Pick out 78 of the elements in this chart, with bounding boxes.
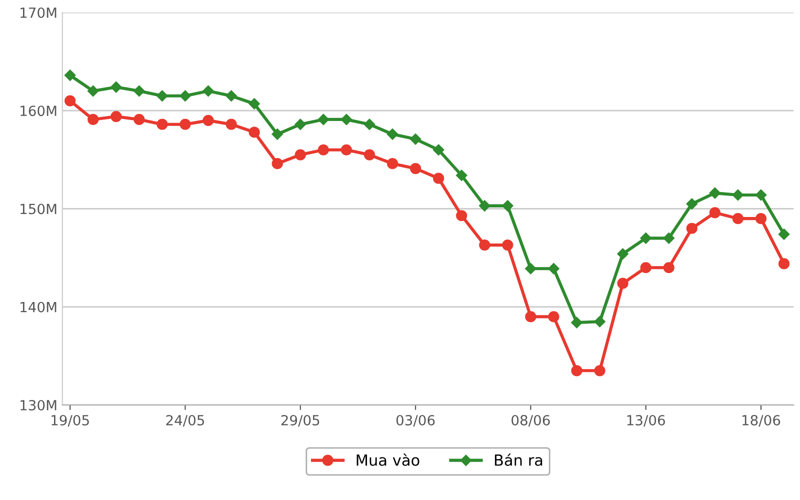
point xyxy=(594,316,606,328)
point xyxy=(248,126,260,138)
point xyxy=(156,118,168,130)
point xyxy=(386,158,398,170)
point xyxy=(732,213,744,224)
point xyxy=(226,118,237,130)
point xyxy=(180,90,191,102)
point xyxy=(294,149,306,160)
point xyxy=(64,95,76,106)
point xyxy=(156,90,168,102)
y-tick-label: 170M xyxy=(20,7,56,18)
point xyxy=(88,85,99,97)
point xyxy=(548,311,560,322)
point xyxy=(617,248,628,260)
point xyxy=(410,133,422,145)
point xyxy=(134,85,145,97)
point xyxy=(502,200,514,212)
point xyxy=(686,222,698,234)
x-tick-label: 18/06 xyxy=(742,414,780,427)
point xyxy=(617,278,628,289)
point xyxy=(456,170,468,181)
x-tick-label: 24/05 xyxy=(166,414,204,427)
point xyxy=(248,98,260,110)
y-tick-label: 140M xyxy=(20,302,56,312)
point xyxy=(525,311,536,322)
x-tick-label: 13/06 xyxy=(627,414,665,427)
point xyxy=(110,110,122,122)
point xyxy=(64,70,76,81)
point xyxy=(110,81,122,93)
point xyxy=(479,200,490,212)
point xyxy=(755,189,767,201)
point xyxy=(294,118,306,130)
point xyxy=(340,114,352,126)
point xyxy=(548,263,560,274)
x-tick-label: 29/05 xyxy=(281,414,320,427)
point xyxy=(318,144,329,156)
point xyxy=(686,198,698,210)
point xyxy=(640,262,652,274)
point xyxy=(778,228,790,240)
point xyxy=(525,263,536,274)
point xyxy=(433,172,444,184)
point xyxy=(732,189,744,201)
point xyxy=(410,162,422,174)
point xyxy=(202,85,214,97)
point xyxy=(709,207,720,218)
point xyxy=(272,128,283,140)
point xyxy=(755,213,767,224)
point xyxy=(180,118,191,130)
legend-label: Mua vào xyxy=(356,453,420,466)
point xyxy=(318,114,330,126)
point xyxy=(272,158,283,170)
point xyxy=(479,240,490,251)
legend-label: Bán ra xyxy=(494,453,542,466)
point xyxy=(663,262,674,274)
point xyxy=(571,365,582,376)
point xyxy=(134,114,145,126)
point xyxy=(709,187,721,199)
point xyxy=(202,114,214,126)
y-tick-label: 160M xyxy=(20,106,56,116)
point xyxy=(502,240,514,251)
point xyxy=(340,144,352,156)
point xyxy=(594,365,606,376)
y-tick-label: 150M xyxy=(20,204,56,214)
point xyxy=(88,114,99,126)
x-tick-label: 08/06 xyxy=(512,414,550,427)
point xyxy=(663,232,674,244)
point xyxy=(364,149,376,160)
point xyxy=(226,90,237,102)
point xyxy=(456,210,468,222)
point xyxy=(432,144,444,156)
x-tick-label: 19/05 xyxy=(52,414,89,427)
point xyxy=(640,232,652,244)
y-tick-label: 130M xyxy=(20,400,56,410)
point xyxy=(571,316,582,328)
point xyxy=(778,258,790,270)
x-tick-label: 03/06 xyxy=(396,414,435,427)
point xyxy=(386,128,398,140)
point xyxy=(364,118,376,130)
